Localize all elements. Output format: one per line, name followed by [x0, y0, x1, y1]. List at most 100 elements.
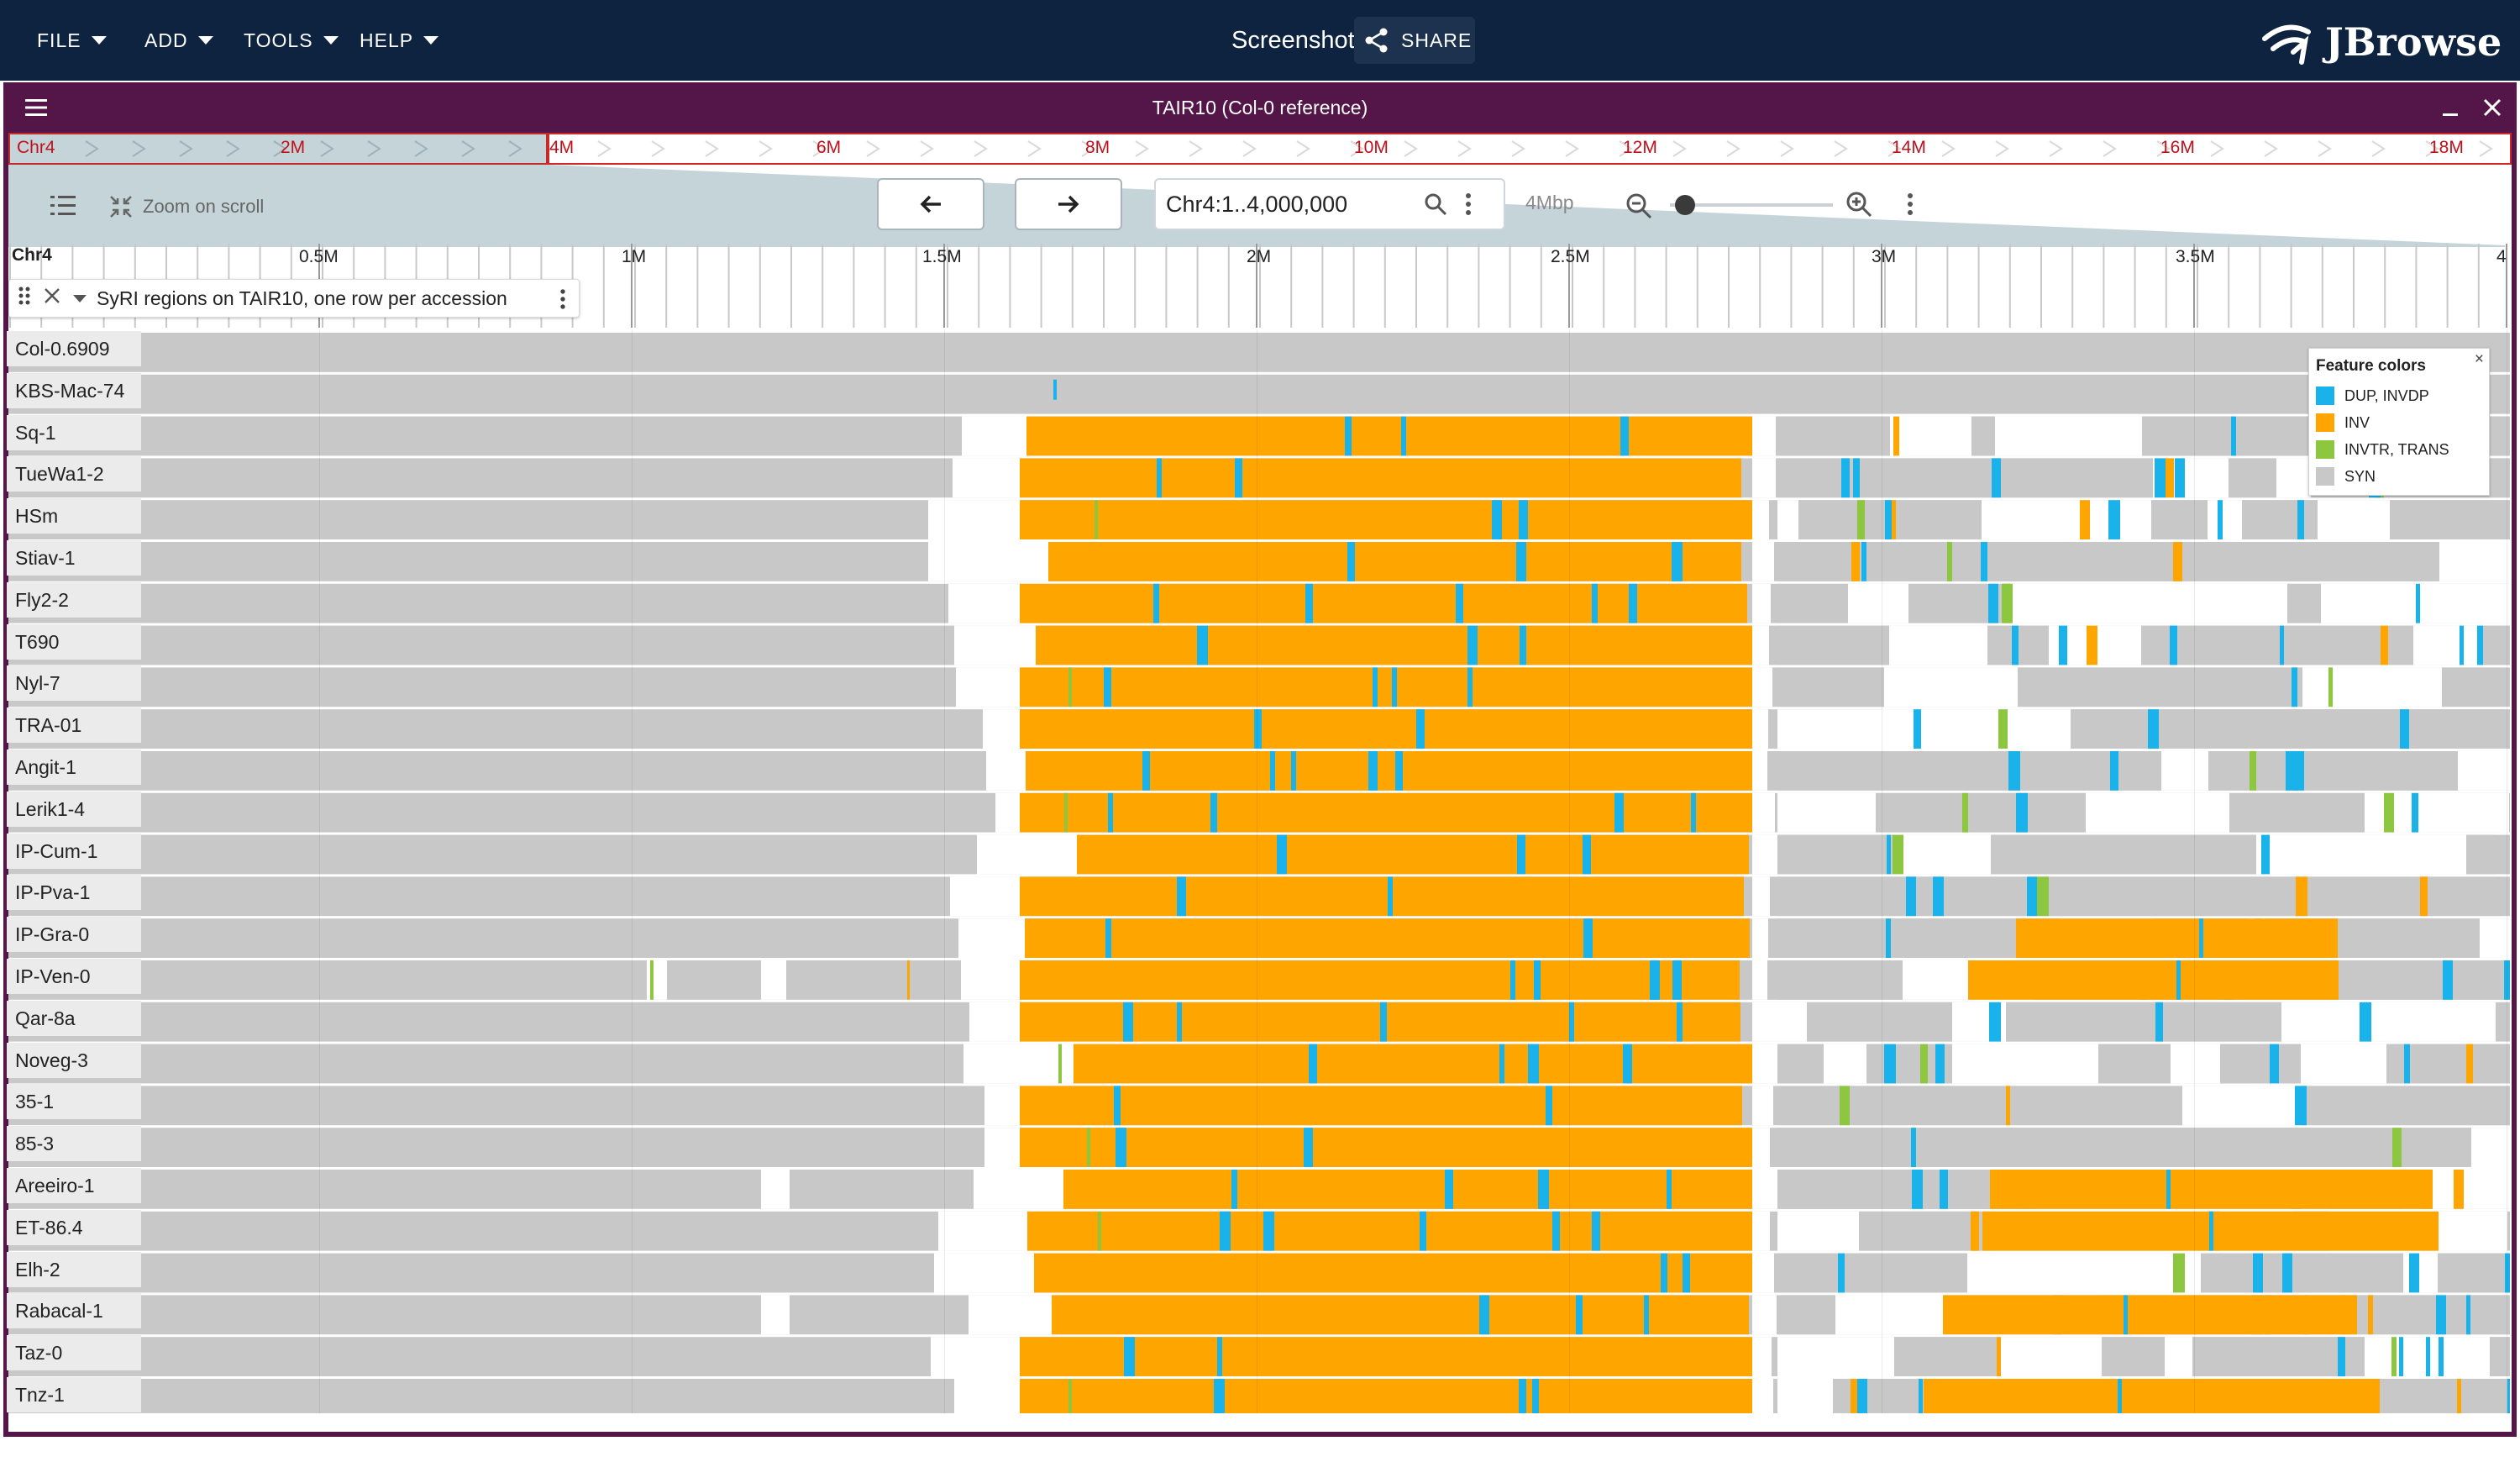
zoom-slider-track[interactable] — [1670, 203, 1833, 207]
row-label: 85-3 — [7, 1126, 141, 1162]
dup-region — [1992, 458, 2001, 498]
trans-region — [2328, 667, 2333, 707]
unaligned-gap — [2413, 625, 2481, 665]
overview-scalebar[interactable]: Chr4 2M 4M 6M 8M 10M 12M 14M 1 — [8, 133, 2512, 165]
unaligned-gap — [1890, 416, 1971, 456]
dup-region — [2012, 625, 2019, 665]
dup-region — [1644, 1295, 1649, 1335]
drag-handle[interactable] — [18, 286, 31, 311]
view-options-button[interactable] — [1905, 192, 1915, 221]
grid-line — [632, 329, 633, 1413]
dup-region — [2436, 1295, 2446, 1335]
more-vertical-icon — [560, 289, 565, 309]
syn-region — [2210, 625, 2326, 665]
track-selector-button[interactable] — [49, 192, 77, 220]
dup-region — [1217, 1337, 1222, 1376]
inv-region — [2420, 876, 2428, 917]
unaligned-gap — [1841, 709, 1877, 749]
unaligned-gap — [761, 1295, 790, 1335]
syn-region — [1833, 1379, 1939, 1413]
more-vertical-icon — [1466, 193, 1471, 215]
unaligned-gap — [1894, 834, 1991, 875]
menu-help[interactable]: HELP — [360, 0, 439, 81]
legend-title: Feature colors — [2316, 357, 2426, 375]
unaligned-gap — [2458, 751, 2510, 791]
pan-left-button[interactable] — [877, 178, 984, 230]
dup-region — [1124, 1337, 1135, 1376]
dup-region — [2270, 1044, 2279, 1084]
unaligned-gap — [1777, 709, 1841, 749]
legend-item: SYN — [2316, 466, 2376, 486]
unaligned-gap — [2475, 792, 2509, 833]
dup-region — [2412, 792, 2418, 833]
unaligned-gap — [2010, 583, 2148, 623]
dup-region — [2439, 1337, 2444, 1376]
session-name[interactable]: Screenshot — [1231, 27, 1355, 54]
unaligned-gap — [1952, 1044, 2098, 1084]
dup-region — [1592, 583, 1598, 623]
ruler-tick-label: 1.5M — [922, 247, 962, 266]
overview-chevrons-left — [85, 140, 522, 157]
view-menu-button[interactable] — [24, 82, 49, 133]
search-button[interactable] — [1423, 192, 1448, 221]
unaligned-gap — [983, 709, 1020, 749]
row-label: HSm — [7, 498, 141, 534]
dup-region — [1540, 1170, 1549, 1209]
unaligned-gap — [1848, 583, 1908, 623]
unaligned-gap — [2208, 500, 2242, 539]
dup-region — [2008, 751, 2020, 791]
trans-region — [2392, 1128, 2402, 1167]
zoom-out-button[interactable] — [1625, 192, 1653, 224]
overview-visible-region[interactable]: Chr4 2M — [8, 133, 548, 165]
row-label: Angit-1 — [7, 749, 141, 785]
inv-region — [2166, 458, 2174, 498]
row-label: IP-Pva-1 — [7, 875, 141, 911]
dup-region — [1309, 1044, 1317, 1084]
dup-region — [2253, 1253, 2263, 1293]
dup-region — [1884, 1044, 1896, 1084]
track-label[interactable]: SyRI regions on TAIR10, one row per acce… — [8, 279, 580, 318]
grid-line — [319, 329, 320, 1413]
close-view-button[interactable] — [2481, 82, 2503, 133]
trans-region — [1998, 709, 2008, 749]
inv-region — [1997, 1337, 2001, 1376]
pan-right-button[interactable] — [1015, 178, 1122, 230]
menu-add[interactable]: ADD — [144, 0, 213, 81]
menu-tools[interactable]: TOOLS — [244, 0, 339, 81]
overview-chromosome[interactable]: 4M 6M 8M 10M 12M 14M 16M 18M — [548, 133, 2512, 165]
unaligned-gap — [1998, 709, 2071, 749]
dup-region — [2175, 458, 2185, 498]
unaligned-gap — [2482, 1170, 2510, 1209]
inv-region — [1036, 625, 1752, 665]
location-search-input[interactable] — [1166, 180, 1418, 229]
syn-region — [8, 374, 2510, 414]
dup-region — [2443, 960, 2453, 1000]
unaligned-gap — [2161, 751, 2208, 791]
view-title[interactable]: TAIR10 (Col-0 reference) — [1152, 97, 1368, 118]
chevron-down-icon[interactable] — [73, 294, 87, 302]
inv-region — [1048, 542, 1741, 581]
legend-item-label: INVTR, TRANS — [2344, 440, 2449, 458]
syn-region — [1991, 834, 2113, 875]
inv-region — [1025, 918, 1750, 958]
location-menu-button[interactable] — [1463, 192, 1473, 221]
minimize-view-button[interactable] — [2439, 82, 2461, 133]
syn-region — [2018, 667, 2034, 707]
zoom-slider-thumb[interactable] — [1675, 195, 1695, 215]
inv-region — [2381, 625, 2388, 665]
syn-region — [2386, 1086, 2405, 1126]
close-track-button[interactable] — [43, 287, 61, 310]
location-search-box[interactable] — [1154, 178, 1505, 230]
track-content[interactable] — [8, 329, 2510, 1413]
unaligned-gap — [2321, 583, 2452, 623]
zoom-on-scroll-toggle[interactable]: Zoom on scroll — [108, 190, 264, 224]
overview-label: 18M — [2429, 138, 2464, 157]
menu-file[interactable]: FILE — [37, 0, 107, 81]
zoom-in-button[interactable] — [1845, 190, 1873, 223]
share-button[interactable]: SHARE — [1354, 17, 1475, 64]
track-menu-button[interactable] — [559, 287, 567, 316]
unaligned-gap — [1835, 1295, 1950, 1335]
legend-close-button[interactable]: × — [2474, 350, 2484, 368]
dup-region — [1108, 792, 1113, 833]
unaligned-gap — [2449, 1337, 2490, 1376]
